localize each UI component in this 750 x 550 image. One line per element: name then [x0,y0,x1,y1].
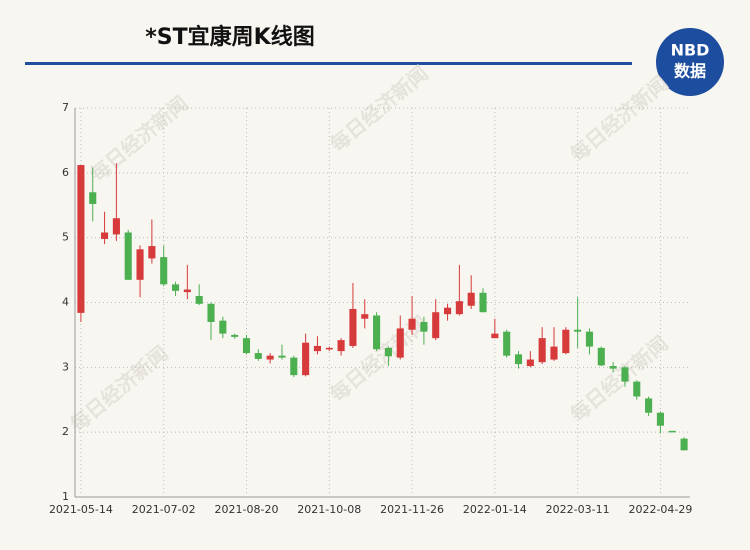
candle-body [444,307,452,315]
candle-body [467,292,475,306]
candle-body [325,347,333,350]
x-tick-label: 2021-11-26 [380,503,444,516]
candle-body [361,314,369,319]
watermark: 每日经济新闻 [85,91,192,187]
candle-body [514,354,523,365]
candle-body [337,340,345,352]
candle-body [349,308,357,346]
candle-body [621,367,629,382]
y-tick-label: 6 [62,166,69,179]
candle-body [112,218,120,235]
candle-body [432,312,440,339]
candle-body [148,246,156,259]
candle-body [656,412,664,426]
candle-body [219,320,227,334]
y-tick-label: 7 [62,101,69,114]
candle-body [89,192,97,204]
title-rule [25,62,632,65]
watermark: 每日经济新闻 [65,341,172,437]
candle-body [290,357,298,376]
candle-body [562,329,570,354]
x-tick-label: 2021-10-08 [297,503,361,516]
candle-body [550,346,558,360]
candle-body [124,232,132,280]
candle-body [171,284,180,291]
y-tick-label: 1 [62,490,69,503]
candle-body [668,430,676,433]
candle-body [408,318,416,330]
candle-body [609,366,617,369]
y-tick-label: 2 [62,425,69,438]
candle-body [278,355,286,358]
x-tick-label: 2022-03-11 [546,503,610,516]
watermark: 每日经济新闻 [565,71,672,167]
logo-text: 数据 [674,62,706,81]
candle-body [373,315,381,350]
candle-body [633,381,641,397]
x-tick-label: 2021-05-14 [49,503,113,516]
candle-body [160,257,168,285]
x-tick-label: 2022-01-14 [463,503,527,516]
y-tick-label: 3 [62,360,69,373]
logo-text: NBD [671,41,710,60]
candle-body [384,347,392,357]
candle-body [526,359,534,367]
y-tick-label: 4 [62,296,69,309]
candle-body [455,301,463,315]
candle-body [195,296,203,304]
candle-body [242,338,251,354]
candle-body [254,353,262,359]
chart-title: *ST宜康周K线图 [145,24,314,50]
logo [656,28,724,96]
candle-body [266,355,274,360]
candle-body [231,334,239,337]
watermark: 每日经济新闻 [565,331,672,427]
candle-body [207,303,215,322]
x-tick-label: 2021-07-02 [132,503,196,516]
candle-body [101,232,109,239]
candle-body [136,249,144,280]
watermark: 每日经济新闻 [325,61,432,157]
candle-body [538,338,546,363]
candle-body [313,345,321,352]
candle-body [183,289,191,293]
candle-body [645,398,653,413]
candle-body [302,342,310,376]
x-tick-label: 2021-08-20 [215,503,279,516]
candle-body [574,329,582,332]
x-tick-label: 2022-04-29 [628,503,692,516]
candle-body [396,328,404,358]
candle-body [420,321,428,332]
candle-body [479,292,487,313]
candle-body [491,333,499,339]
candle-body [77,165,85,313]
candle-body [585,331,594,347]
y-tick-label: 5 [62,231,69,244]
candle-body [503,331,511,356]
candle-body [597,347,605,366]
candle-body [680,438,688,451]
